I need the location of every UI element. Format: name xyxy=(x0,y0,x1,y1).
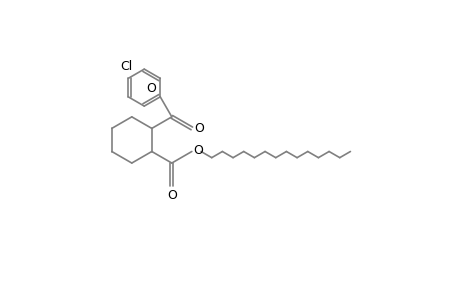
Text: O: O xyxy=(167,189,176,202)
Text: Cl: Cl xyxy=(120,60,133,73)
Text: O: O xyxy=(146,82,156,95)
Text: O: O xyxy=(193,144,203,157)
Text: O: O xyxy=(194,122,203,135)
